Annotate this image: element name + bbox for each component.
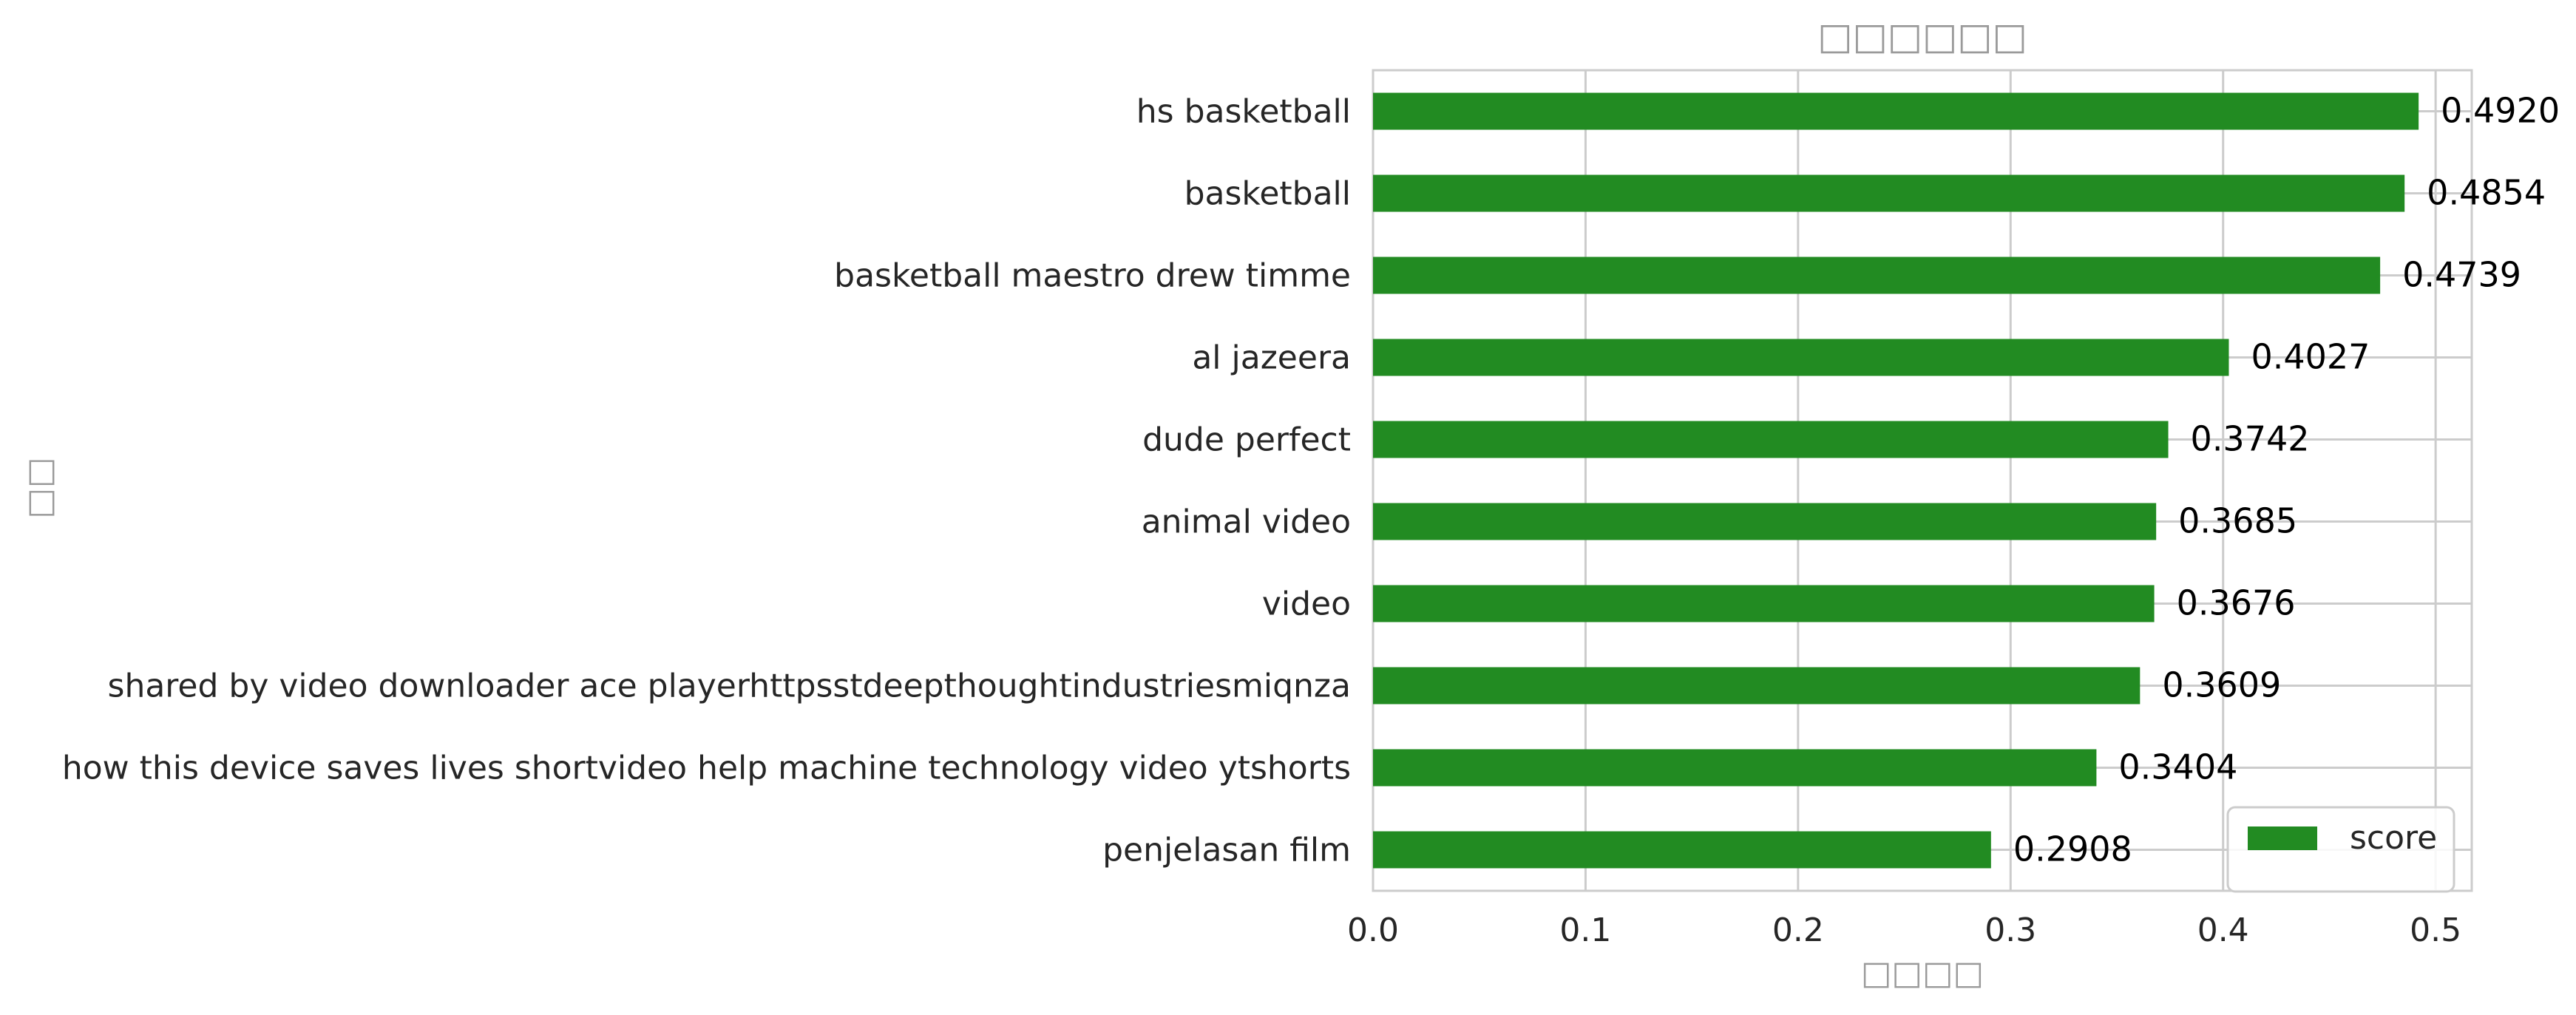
x-tick-label: 0.2 (1772, 912, 1824, 949)
category-label: penjelasan film (1102, 832, 1351, 869)
category-label: basketball maestro drew timme (834, 257, 1351, 295)
bar (1373, 749, 2097, 787)
bar (1373, 92, 2419, 130)
bar (1373, 339, 2229, 376)
chart-title: □□□□□□ (1817, 15, 2027, 58)
category-label: hs basketball (1136, 93, 1351, 131)
y-axis-title: □□ (21, 457, 58, 518)
bar (1373, 667, 2141, 705)
legend-swatch (2248, 826, 2317, 850)
data-label: 0.3676 (2177, 583, 2296, 623)
data-label: 0.4854 (2427, 173, 2546, 213)
category-label: al jazeera (1192, 339, 1351, 377)
data-label: 0.2908 (2013, 829, 2132, 869)
x-tick-label: 0.5 (2410, 912, 2461, 949)
bar (1373, 503, 2157, 540)
plot-area (1372, 69, 2473, 892)
category-label: dude perfect (1142, 421, 1351, 459)
x-tick-labels: 0.0 0.1 0.2 0.3 0.4 0.5 (1347, 912, 2461, 949)
x-tick-label: 0.4 (2197, 912, 2249, 949)
x-tick-label: 0.1 (1559, 912, 1611, 949)
data-label: 0.3609 (2162, 665, 2281, 705)
data-label: 0.4739 (2402, 255, 2521, 295)
value-labels: 0.4920 0.4854 0.4739 0.4027 0.3742 0.3685 0.36… (2013, 91, 2560, 869)
bar (1373, 585, 2155, 622)
data-label: 0.3742 (2191, 419, 2310, 459)
category-label: animal video (1142, 503, 1351, 541)
category-label: video (1262, 585, 1351, 623)
x-tick-label: 0.3 (1984, 912, 2036, 949)
legend-label-score: score (2350, 819, 2437, 857)
bar (1373, 831, 1991, 869)
bar (1373, 421, 2169, 458)
x-axis-title: □□□□ (1861, 954, 1984, 992)
category-label: shared by video downloader ace playerhtt… (108, 668, 1351, 705)
data-label: 0.3404 (2118, 747, 2237, 787)
category-label: how this device saves lives shortvideo h… (62, 750, 1351, 787)
category-labels: hs basketball basketball basketball maestr… (62, 93, 1351, 869)
data-label: 0.4920 (2441, 91, 2560, 131)
x-tick-label: 0.0 (1347, 912, 1399, 949)
bars (1373, 92, 2419, 869)
data-label: 0.3685 (2178, 501, 2297, 541)
bar (1373, 174, 2405, 212)
legend: score (2226, 806, 2455, 893)
bar (1373, 257, 2381, 294)
data-label: 0.4027 (2251, 337, 2370, 377)
category-label: basketball (1184, 175, 1351, 213)
